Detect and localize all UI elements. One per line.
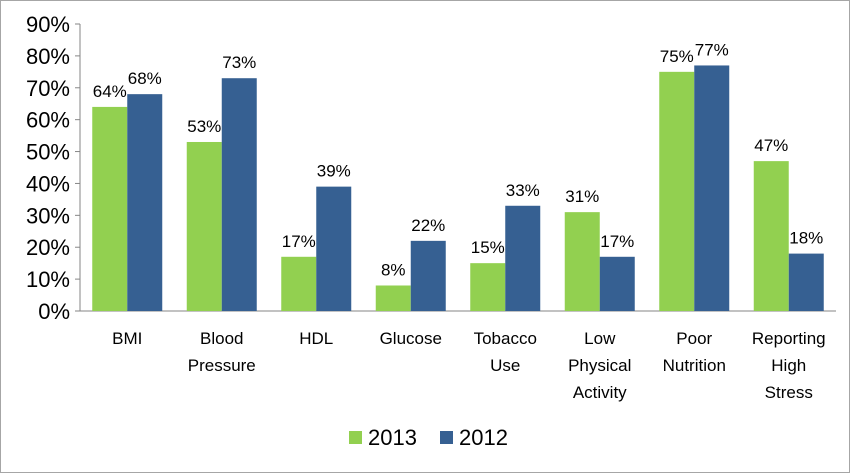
x-category-label: Use (490, 356, 520, 375)
y-tick-label: 20% (26, 235, 70, 260)
x-category-label: Tobacco (474, 329, 537, 348)
x-category-label: Reporting (752, 329, 826, 348)
x-category-label: Stress (765, 383, 813, 402)
bar-2012-4 (505, 205, 541, 311)
y-tick-label: 30% (26, 203, 70, 228)
data-label: 17% (600, 232, 634, 251)
y-tick-label: 0% (38, 299, 70, 324)
data-label: 73% (222, 53, 256, 72)
legend-swatch-2013 (349, 431, 362, 444)
bar-2012-3 (410, 240, 446, 311)
data-label: 64% (93, 82, 127, 101)
legend: 2013 2012 (349, 425, 508, 450)
data-label: 53% (187, 117, 221, 136)
bars-group (92, 65, 824, 312)
data-label: 17% (282, 232, 316, 251)
data-label: 18% (789, 229, 823, 248)
x-category-label: Activity (573, 383, 627, 402)
data-label: 22% (411, 216, 445, 235)
legend-swatch-2012 (440, 431, 453, 444)
y-axis: 0% 10% 20% 30% 40% 50% 60% 70% 80% 90% (26, 12, 836, 324)
bar-2013-7 (753, 161, 789, 311)
x-category-label: Glucose (380, 329, 442, 348)
x-category-label: HDL (299, 329, 333, 348)
x-category-label: High (771, 356, 806, 375)
bar-2013-4 (470, 263, 506, 311)
bar-2012-6 (694, 65, 730, 311)
bar-2012-2 (316, 186, 352, 311)
data-label: 68% (128, 69, 162, 88)
y-tick-label: 60% (26, 108, 70, 133)
x-category-label: Low (584, 329, 616, 348)
y-tick-label: 90% (26, 12, 70, 37)
x-category-label: Poor (676, 329, 712, 348)
bar-2012-5 (599, 256, 635, 311)
data-label: 47% (754, 136, 788, 155)
category-labels-group: BMI Blood Pressure HDL Glucose Tobacco Use Low P… (112, 329, 825, 402)
bar-2013-2 (281, 256, 317, 311)
legend-label-2012: 2012 (459, 425, 508, 450)
legend-label-2013: 2013 (368, 425, 417, 450)
data-labels-group: 64%68% 53% 73% 17% 39% 8% 22% 15% 33% 31% 17% 75% 77… (93, 40, 824, 279)
bar-2013-0 (92, 106, 128, 312)
bar-2013-3 (375, 285, 411, 311)
y-tick-label: 80% (26, 44, 70, 69)
bar-2012-7 (788, 253, 824, 311)
x-category-label: Nutrition (663, 356, 726, 375)
bar-2013-6 (659, 71, 695, 311)
data-label: 8% (381, 260, 406, 279)
bar-2012-0 (127, 94, 163, 312)
bar-2013-5 (564, 212, 600, 311)
x-category-label: Blood (200, 329, 243, 348)
data-label: 33% (506, 181, 540, 200)
data-label: 31% (565, 187, 599, 206)
y-tick-label: 10% (26, 267, 70, 292)
y-tick-label: 50% (26, 140, 70, 165)
data-label: 77% (695, 40, 729, 59)
y-tick-label: 70% (26, 76, 70, 101)
x-category-label: Physical (568, 356, 631, 375)
data-label: 15% (471, 238, 505, 257)
x-category-label: BMI (112, 329, 142, 348)
bar-2013-1 (186, 141, 222, 311)
y-tick-label: 40% (26, 171, 70, 196)
bar-2012-1 (221, 78, 257, 311)
data-label: 39% (317, 162, 351, 181)
data-label: 75% (660, 47, 694, 66)
x-category-label: Pressure (188, 356, 256, 375)
